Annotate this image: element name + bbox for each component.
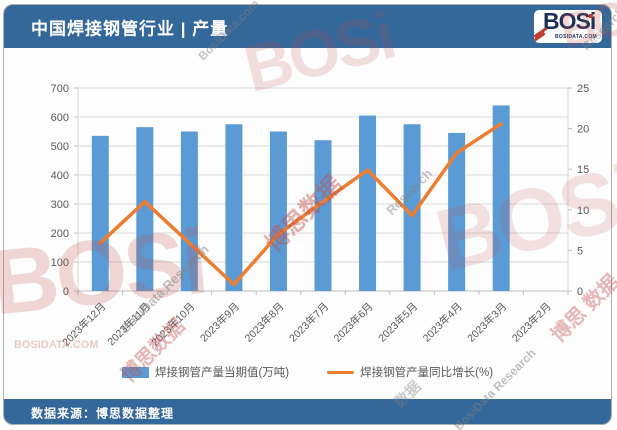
x-axis-label: 2023年9月 [197, 300, 242, 345]
bar [91, 135, 109, 291]
page-title: 中国焊接钢管行业 | 产量 [31, 19, 229, 38]
legend-swatch-line-icon [327, 370, 355, 374]
bar [314, 140, 332, 291]
combo-chart: 0 100 200 300 400 500 600 700 0 5 10 15 20 25 2023年12月… [51, 83, 590, 349]
x-axis-label: 2023年3月 [465, 300, 510, 345]
x-axis-label: 2023年6月 [331, 300, 376, 345]
bar [403, 124, 421, 291]
brand-logo: BOSi BOSIDATA.COM [534, 10, 602, 43]
right-axis-label: 15 [577, 164, 589, 176]
x-axis-label: 2023年5月 [376, 300, 421, 345]
chart-card: 中国焊接钢管行业 | 产量 BOSi BOSIDATA.COM 0 100 200 3… [3, 4, 612, 425]
data-source-text: 数据来源：博思数据整理 [31, 406, 175, 420]
bar [269, 131, 287, 291]
left-axis-label: 600 [51, 112, 69, 124]
bar [448, 132, 466, 291]
left-axis-label: 300 [51, 199, 69, 211]
logo-domain: BOSIDATA.COM [554, 34, 597, 40]
legend-item-line-series: 焊接钢管产量同比增长(%) [327, 364, 493, 380]
left-axis-label: 0 [63, 286, 69, 298]
right-axis-label: 5 [577, 245, 583, 257]
logo-wordmark: BOSi [543, 10, 596, 34]
right-axis-label: 0 [577, 286, 583, 298]
x-axis-label: 2023年12月 [60, 300, 109, 349]
bar [136, 127, 154, 292]
x-axis-label: 2023年8月 [242, 300, 287, 345]
x-axis-label: 2023年7月 [286, 300, 331, 345]
x-axis-label: 2023年11月 [105, 300, 153, 348]
bar [492, 105, 510, 292]
footer-bar: 数据来源：博思数据整理 [4, 399, 611, 424]
right-axis-label: 20 [577, 124, 589, 136]
x-axis-label: 2023年2月 [509, 300, 554, 345]
chart-legend: 焊接钢管产量当期值(万吨) 焊接钢管产量同比增长(%) [4, 364, 611, 380]
x-axis-label: 2023年10月 [149, 300, 198, 349]
left-axis-label: 400 [51, 170, 69, 182]
left-axis-label: 100 [51, 257, 69, 269]
bar [180, 131, 198, 291]
bar [225, 124, 243, 291]
logo-dot-icon [589, 14, 593, 18]
legend-item-bar-series: 焊接钢管产量当期值(万吨) [121, 364, 290, 380]
legend-label-line-series: 焊接钢管产量同比增长(%) [360, 367, 494, 379]
right-axis-label: 10 [577, 205, 589, 217]
left-axis-label: 200 [51, 228, 69, 240]
bar [359, 115, 377, 291]
right-axis-label: 25 [577, 83, 589, 95]
left-axis-label: 700 [51, 83, 69, 95]
line-series [98, 121, 503, 287]
x-axis-label: 2023年4月 [420, 300, 465, 345]
left-axis-label: 500 [51, 141, 69, 153]
chart-body: 0 100 200 300 400 500 600 700 0 5 10 15 20 25 2023年12月… [4, 48, 611, 399]
legend-label-bar-series: 焊接钢管产量当期值(万吨) [154, 367, 290, 379]
legend-swatch-bar-icon [121, 366, 149, 378]
header-bar: 中国焊接钢管行业 | 产量 BOSi BOSIDATA.COM [4, 5, 611, 48]
